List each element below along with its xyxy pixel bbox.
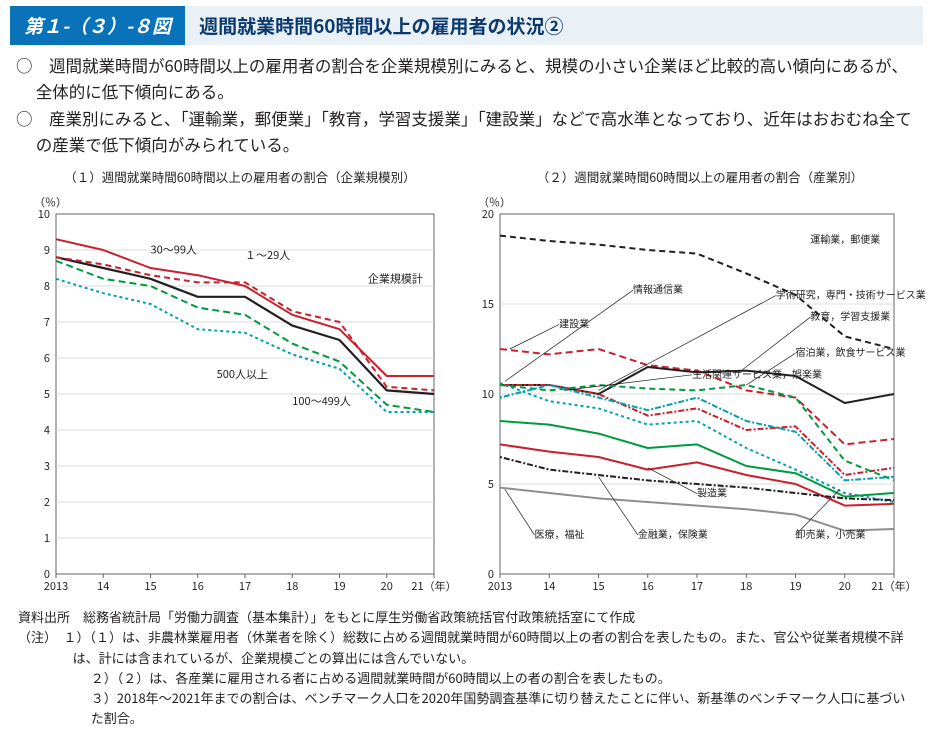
svg-text:3: 3 — [44, 458, 50, 474]
svg-text:企業規模計: 企業規模計 — [368, 271, 423, 287]
chart-1-block: （１）週間就業時間60時間以上の雇用者の割合（企業規模別） 0123456789… — [10, 163, 470, 603]
svg-text:5: 5 — [44, 386, 50, 402]
svg-text:宿泊業，飲食サービス業: 宿泊業，飲食サービス業 — [796, 344, 906, 359]
figure-title: 週間就業時間60時間以上の雇用者の状況② — [185, 6, 923, 45]
svg-text:運輸業，郵便業: 運輸業，郵便業 — [810, 231, 880, 246]
svg-text:建設業: 建設業 — [559, 316, 589, 331]
svg-text:2: 2 — [44, 494, 50, 510]
svg-text:１〜29人: １〜29人 — [245, 247, 290, 263]
svg-text:30〜99人: 30〜99人 — [151, 242, 197, 258]
svg-text:5: 5 — [488, 476, 494, 492]
svg-text:17: 17 — [691, 578, 703, 594]
source-label: 資料出所 — [18, 607, 70, 626]
svg-text:21（年）: 21（年） — [871, 578, 916, 594]
svg-text:14: 14 — [543, 578, 555, 594]
svg-text:教育，学習支援業: 教育，学習支援業 — [810, 308, 890, 323]
svg-text:6: 6 — [44, 350, 50, 366]
chart-2-svg: 05101520（％）20131415161718192021（年）運輸業，郵便… — [470, 186, 930, 598]
note-1: １）（１）は、非農林業雇用者（休業者を除く）総数に占める週間就業時間が60時間以… — [64, 627, 904, 666]
svg-text:9: 9 — [44, 242, 50, 258]
bullet-1: ○ 週間就業時間が60時間以上の雇用者の割合を企業規模別にみると、規模の小さい企… — [16, 53, 917, 104]
note-3: ３）2018年〜2021年までの割合は、ベンチマーク人口を2020年国勢調査基準… — [91, 688, 906, 727]
svg-text:16: 16 — [192, 578, 204, 594]
svg-text:19: 19 — [789, 578, 801, 594]
svg-text:21（年）: 21（年） — [411, 578, 456, 594]
figure-id: 第１-（３）-８図 — [10, 6, 185, 45]
svg-text:2013: 2013 — [44, 578, 68, 594]
svg-text:金融業，保険業: 金融業，保険業 — [638, 526, 708, 541]
svg-text:20: 20 — [381, 578, 393, 594]
svg-text:8: 8 — [44, 278, 50, 294]
svg-text:17: 17 — [239, 578, 251, 594]
svg-text:製造業: 製造業 — [697, 485, 727, 500]
figure-header: 第１-（３）-８図 週間就業時間60時間以上の雇用者の状況② — [10, 6, 923, 45]
svg-text:15: 15 — [144, 578, 156, 594]
summary-bullets: ○ 週間就業時間が60時間以上の雇用者の割合を企業規模別にみると、規模の小さい企… — [10, 45, 923, 163]
bullet-2: ○ 産業別にみると、「運輸業，郵便業」「教育，学習支援業」「建設業」などで高水準… — [16, 106, 917, 157]
chart-1-subtitle: （１）週間就業時間60時間以上の雇用者の割合（企業規模別） — [10, 167, 470, 186]
note-2: ２）（２）は、各産業に雇用される者に占める週間就業時間が60時間以上の者の割合を… — [91, 668, 671, 687]
svg-text:（％）: （％） — [478, 194, 511, 210]
svg-text:18: 18 — [286, 578, 298, 594]
svg-text:4: 4 — [44, 422, 50, 438]
svg-text:18: 18 — [740, 578, 752, 594]
svg-text:2013: 2013 — [488, 578, 512, 594]
svg-text:10: 10 — [482, 386, 494, 402]
svg-text:15: 15 — [592, 578, 604, 594]
svg-text:生活関連サービス業，娯楽業: 生活関連サービス業，娯楽業 — [692, 366, 822, 381]
notes: 資料出所 総務省統計局「労働力調査（基本集計）」をもとに厚生労働省政策統括官付政… — [10, 603, 923, 728]
svg-text:100〜499人: 100〜499人 — [292, 393, 351, 409]
chart-2-subtitle: （２）週間就業時間60時間以上の雇用者の割合（産業別） — [470, 167, 930, 186]
source-text: 総務省統計局「労働力調査（基本集計）」をもとに厚生労働省政策統括官付政策統括室に… — [83, 607, 635, 626]
svg-text:500人以上: 500人以上 — [217, 366, 268, 382]
svg-text:医療，福祉: 医療，福祉 — [534, 526, 584, 541]
svg-text:14: 14 — [97, 578, 109, 594]
svg-text:16: 16 — [642, 578, 654, 594]
chart-2-block: （２）週間就業時間60時間以上の雇用者の割合（産業別） 05101520（％）2… — [470, 163, 930, 603]
svg-text:1: 1 — [44, 530, 50, 546]
svg-text:20: 20 — [839, 578, 851, 594]
svg-text:15: 15 — [482, 296, 494, 312]
svg-text:学術研究，専門・技術サービス業: 学術研究，専門・技術サービス業 — [776, 287, 926, 302]
chart-1-svg: 012345678910（％）20131415161718192021（年）30… — [10, 186, 470, 598]
svg-text:卸売業，小売業: 卸売業，小売業 — [796, 526, 866, 541]
svg-text:（％）: （％） — [34, 194, 67, 210]
svg-text:情報通信業: 情報通信業 — [633, 281, 683, 296]
note-label: （注） — [18, 627, 51, 646]
svg-text:19: 19 — [333, 578, 345, 594]
svg-text:7: 7 — [44, 314, 50, 330]
